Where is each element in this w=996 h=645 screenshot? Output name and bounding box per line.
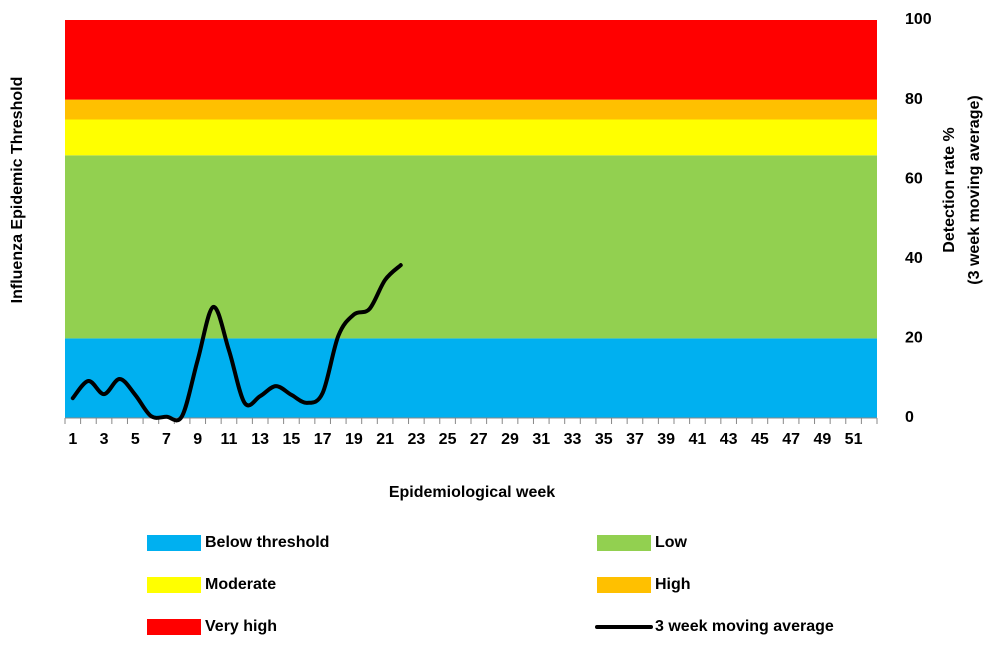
x-tick-label: 13 [251, 431, 269, 448]
x-tick-label: 39 [657, 431, 675, 448]
legend-swatch [147, 535, 201, 551]
x-tick-label: 25 [439, 431, 457, 448]
legend-label: Below threshold [205, 534, 329, 551]
x-tick-label: 37 [626, 431, 644, 448]
legend-label: High [655, 576, 691, 593]
threshold-band [65, 99, 877, 120]
legend-label: 3 week moving average [655, 618, 834, 635]
x-tick-label: 51 [845, 431, 863, 448]
y-axis-title: Detection rate % [941, 127, 958, 252]
legend-swatch [597, 577, 651, 593]
x-tick-label: 31 [532, 431, 550, 448]
y-tick-label: 80 [905, 91, 923, 108]
threshold-band [65, 20, 877, 100]
y-tick-label: 0 [905, 409, 914, 426]
x-tick-label: 41 [689, 431, 707, 448]
y-tick-label: 40 [905, 250, 923, 267]
x-tick-label: 9 [193, 431, 202, 448]
x-tick-label: 15 [283, 431, 301, 448]
x-tick-label: 33 [564, 431, 582, 448]
x-tick-label: 11 [221, 431, 238, 448]
legend-swatch [597, 535, 651, 551]
x-tick-label: 23 [407, 431, 425, 448]
x-tick-label: 29 [501, 431, 519, 448]
threshold-band [65, 155, 877, 339]
y-tick-label: 20 [905, 330, 923, 347]
legend-label: Low [655, 534, 688, 551]
x-tick-label: 45 [751, 431, 769, 448]
x-tick-label: 3 [100, 431, 109, 448]
x-tick-label: 5 [131, 431, 140, 448]
x-tick-label: 43 [720, 431, 738, 448]
legend-label: Very high [205, 618, 277, 635]
x-tick-label: 47 [782, 431, 800, 448]
threshold-band [65, 119, 877, 156]
x-tick-label: 21 [376, 431, 394, 448]
y-tick-label: 60 [905, 170, 923, 187]
legend-swatch [147, 577, 201, 593]
x-tick-label: 27 [470, 431, 488, 448]
x-axis-title: Epidemiological week [389, 484, 555, 501]
left-axis-title: Influenza Epidemic Threshold [9, 77, 26, 304]
legend-label: Moderate [205, 576, 276, 593]
legend-swatch [147, 619, 201, 635]
x-tick-label: 19 [345, 431, 363, 448]
y-tick-label: 100 [905, 11, 932, 28]
data-line [70, 263, 403, 423]
x-tick-label: 17 [314, 431, 332, 448]
x-tick-label: 49 [813, 431, 831, 448]
x-tick-label: 7 [162, 431, 171, 448]
x-tick-label: 1 [68, 431, 77, 448]
x-tick-label: 35 [595, 431, 613, 448]
y-axis-title: (3 week moving average) [966, 95, 983, 284]
